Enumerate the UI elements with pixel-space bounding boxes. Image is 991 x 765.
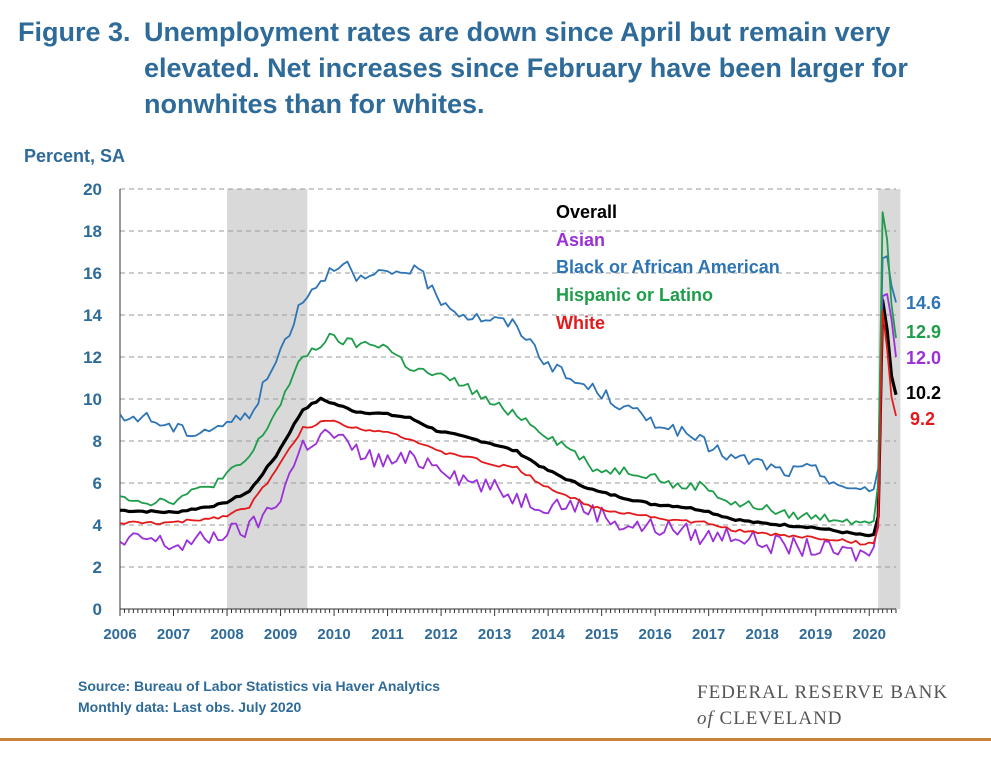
x-tick-label: 2007 <box>157 626 190 643</box>
source-text: Source: Bureau of Labor Statistics via H… <box>78 678 441 694</box>
footer-rule <box>0 738 991 741</box>
x-tick-label: 2017 <box>692 626 725 643</box>
y-tick-label: 16 <box>83 264 102 283</box>
figure-number: Figure 3. <box>18 17 131 47</box>
x-tick-label: 2014 <box>531 626 565 643</box>
y-tick-label: 8 <box>93 432 102 451</box>
y-axis-label: Percent, SA <box>24 146 126 166</box>
x-tick-label: 2011 <box>371 626 404 643</box>
fed-logo-line-1: FEDERAL RESERVE BANK <box>697 682 949 703</box>
y-tick-label: 4 <box>93 516 103 535</box>
end-label-black-or-african-american: 14.6 <box>906 293 941 313</box>
series-line-black-or-african-american <box>119 255 897 493</box>
y-tick-label: 20 <box>83 180 102 199</box>
unemployment-line-chart: 0 2 4 6 8 10 12 14 16 18 20 2006 2007 2008 2009 2010 201… <box>83 180 941 643</box>
y-tick-label: 10 <box>83 390 102 409</box>
fed-logo-line-2: CLEVELAND <box>719 708 843 729</box>
x-tick-label: 2008 <box>210 626 243 643</box>
legend-entry-hispanic-or-latino: Hispanic or Latino <box>556 285 713 305</box>
series-line-hispanic-or-latino <box>119 211 897 526</box>
title-line-3: nonwhites than for whites. <box>144 89 485 119</box>
series-line-white <box>119 309 897 546</box>
series-line-asian <box>119 293 897 562</box>
legend-entry-asian: Asian <box>556 230 605 250</box>
chart-title: Figure 3. Unemployment rates are down sin… <box>18 14 978 122</box>
series-line-overall <box>120 298 898 538</box>
legend-entry-white: White <box>556 313 605 333</box>
x-tick-label: 2013 <box>478 626 511 643</box>
x-tick-label: 2012 <box>424 626 457 643</box>
legend-entry-overall: Overall <box>556 202 617 222</box>
end-label-overall: 10.2 <box>906 383 941 403</box>
end-label-hispanic-or-latino: 12.9 <box>906 322 941 342</box>
title-line-2: elevated. Net increases since February h… <box>144 53 908 83</box>
fed-logo: FEDERAL RESERVE BANK of CLEVELAND <box>697 680 948 732</box>
end-label-white: 9.2 <box>910 409 935 429</box>
x-tick-label: 2010 <box>317 626 350 643</box>
frequency-note: Monthly data: Last obs. July 2020 <box>78 699 302 715</box>
fed-logo-of: of <box>697 708 714 729</box>
y-tick-label: 18 <box>83 222 102 241</box>
title-line-1: Unemployment rates are down since April … <box>144 17 891 47</box>
x-tick-label: 2020 <box>853 626 886 643</box>
source-note: Source: Bureau of Labor Statistics via H… <box>78 676 440 718</box>
x-tick-label: 2018 <box>746 626 779 643</box>
y-tick-label: 0 <box>93 600 102 619</box>
y-tick-label: 6 <box>93 474 102 493</box>
y-tick-label: 12 <box>83 348 102 367</box>
x-tick-label: 2019 <box>799 626 832 643</box>
x-tick-label: 2006 <box>103 626 136 643</box>
legend-entry-black-or-african-american: Black or African American <box>556 257 780 277</box>
x-tick-label: 2015 <box>585 626 618 643</box>
y-tick-label: 2 <box>93 558 102 577</box>
x-tick-label: 2016 <box>638 626 671 643</box>
x-tick-label: 2009 <box>264 626 297 643</box>
end-label-asian: 12.0 <box>906 348 941 368</box>
y-tick-label: 14 <box>83 306 102 325</box>
